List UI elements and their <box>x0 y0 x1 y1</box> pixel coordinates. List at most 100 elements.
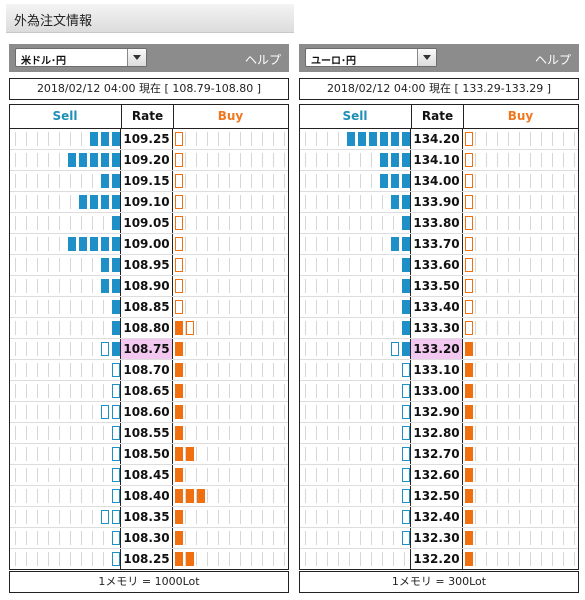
order-book-row: 132.30 <box>300 527 578 548</box>
sell-volume-cell <box>300 234 410 254</box>
buy-volume-bar <box>186 447 194 461</box>
buy-volume-bar <box>175 363 183 377</box>
buy-volume-bar <box>465 384 473 398</box>
buy-volume-cell <box>173 507 288 527</box>
help-link[interactable]: ヘルプ <box>244 53 281 67</box>
rate-cell: 132.80 <box>410 423 463 443</box>
rate-cell: 108.65 <box>120 381 173 401</box>
sell-volume-cell <box>10 444 120 464</box>
sell-volume-cell <box>10 360 120 380</box>
sell-header: Sell <box>52 109 78 123</box>
sell-volume-cell <box>300 381 410 401</box>
currency-pair-select[interactable]: ユーロ･円 <box>305 48 437 67</box>
buy-volume-bar <box>465 552 473 566</box>
order-book-row: 133.90 <box>300 191 578 212</box>
rate-cell: 108.45 <box>120 465 173 485</box>
buy-volume-cell <box>173 549 288 569</box>
buy-volume-cell <box>463 444 578 464</box>
sell-volume-cell <box>10 276 120 296</box>
sell-volume-cell <box>300 465 410 485</box>
buy-partial-bar <box>175 132 183 146</box>
scale-note: 1メモリ = 300Lot <box>299 571 579 593</box>
sell-partial-bar <box>112 510 120 524</box>
buy-header: Buy <box>217 109 244 123</box>
order-book-row: 134.00 <box>300 170 578 191</box>
help-link[interactable]: ヘルプ <box>534 53 571 67</box>
buy-volume-cell <box>173 234 288 254</box>
sell-volume-bar <box>112 216 120 230</box>
order-book-row: 108.65 <box>10 380 288 401</box>
buy-volume-bar <box>465 510 473 524</box>
order-book-row: 133.00 <box>300 380 578 401</box>
currency-pair-select[interactable]: 米ドル･円 <box>15 48 147 67</box>
buy-volume-cell <box>173 444 288 464</box>
buy-volume-bar <box>465 489 473 503</box>
buy-volume-cell <box>463 486 578 506</box>
sell-volume-cell <box>300 486 410 506</box>
sell-volume-bar <box>369 132 377 146</box>
sell-volume-bar <box>402 153 410 167</box>
sell-partial-bar <box>402 384 410 398</box>
order-book-row: 133.10 <box>300 359 578 380</box>
buy-partial-bar <box>465 237 473 251</box>
sell-volume-cell <box>300 318 410 338</box>
order-book-header: Sell Rate Buy <box>10 105 288 129</box>
buy-volume-cell <box>173 171 288 191</box>
buy-volume-cell <box>463 528 578 548</box>
rate-cell: 108.95 <box>120 255 173 275</box>
buy-partial-bar <box>465 195 473 209</box>
rate-cell: 132.50 <box>410 486 463 506</box>
sell-volume-cell <box>10 507 120 527</box>
sell-volume-cell <box>300 360 410 380</box>
buy-volume-cell <box>463 507 578 527</box>
rate-cell: 108.70 <box>120 360 173 380</box>
rate-cell: 134.20 <box>410 129 463 149</box>
order-book-row: 109.00 <box>10 233 288 254</box>
buy-volume-cell <box>173 465 288 485</box>
sell-volume-cell <box>300 213 410 233</box>
sell-volume-bar <box>90 237 98 251</box>
sell-volume-cell <box>10 318 120 338</box>
sell-volume-bar <box>358 132 366 146</box>
chevron-down-icon[interactable] <box>417 49 436 66</box>
rate-cell: 133.90 <box>410 192 463 212</box>
sell-volume-bar <box>391 174 399 188</box>
buy-volume-cell <box>463 381 578 401</box>
rate-cell: 108.80 <box>120 318 173 338</box>
rate-cell: 108.85 <box>120 297 173 317</box>
sell-volume-cell <box>10 402 120 422</box>
buy-volume-cell <box>173 297 288 317</box>
rate-header: Rate <box>411 105 464 128</box>
chevron-down-icon[interactable] <box>127 49 146 66</box>
buy-partial-bar <box>175 195 183 209</box>
buy-partial-bar <box>465 300 473 314</box>
sell-volume-bar <box>79 195 87 209</box>
rate-cell: 108.40 <box>120 486 173 506</box>
rate-cell: 134.10 <box>410 150 463 170</box>
sell-partial-bar <box>402 363 410 377</box>
buy-volume-bar <box>465 342 473 356</box>
buy-partial-bar <box>465 153 473 167</box>
sell-volume-bar <box>90 153 98 167</box>
sell-volume-cell <box>10 129 120 149</box>
order-book-rows: 109.25 109.20 109.15 109.10 109.05 109.00 108.… <box>10 129 288 569</box>
order-book-row: 108.25 <box>10 548 288 569</box>
rate-cell: 132.70 <box>410 444 463 464</box>
rate-cell: 108.35 <box>120 507 173 527</box>
rate-cell: 133.30 <box>410 318 463 338</box>
buy-partial-bar <box>465 132 473 146</box>
rate-cell: 132.20 <box>410 549 463 569</box>
buy-volume-bar <box>186 489 194 503</box>
sell-partial-bar <box>402 531 410 545</box>
order-book-header: Sell Rate Buy <box>300 105 578 129</box>
currency-pair-value: ユーロ･円 <box>311 56 356 67</box>
rate-cell: 109.20 <box>120 150 173 170</box>
sell-volume-bar <box>402 321 410 335</box>
order-book-row: 109.25 <box>10 129 288 149</box>
sell-partial-bar <box>112 531 120 545</box>
buy-volume-cell <box>463 318 578 338</box>
order-book-row: 133.70 <box>300 233 578 254</box>
rate-cell: 134.00 <box>410 171 463 191</box>
sell-volume-cell <box>10 423 120 443</box>
page-title: 外為注文情報 <box>14 14 93 29</box>
